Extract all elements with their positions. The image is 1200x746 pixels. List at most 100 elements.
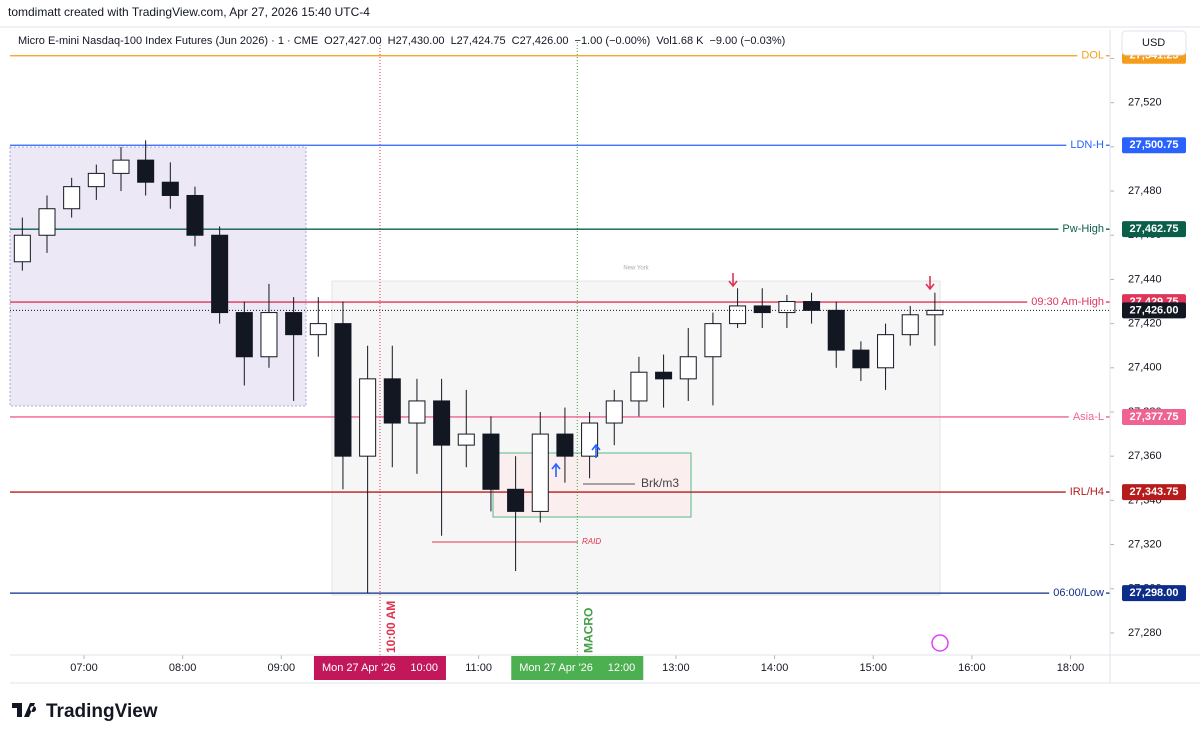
london-box xyxy=(9,146,307,407)
candle-body xyxy=(531,433,549,512)
level-name-bg xyxy=(1027,295,1106,310)
time-tag-date: Mon 27 Apr '26 xyxy=(519,662,593,674)
x-tick-label: 07:00 xyxy=(70,662,98,674)
candle-body xyxy=(852,349,870,369)
price-tag-label: 27,462.75 xyxy=(1130,223,1179,235)
candle-body xyxy=(507,488,525,512)
level-name: 06:00/Low xyxy=(1053,587,1104,599)
price-tag-label: 27,377.75 xyxy=(1130,411,1179,423)
legend-item: L27,424.75 xyxy=(451,35,506,47)
logo-mark xyxy=(12,703,37,717)
candle-body xyxy=(729,305,747,325)
currency-button[interactable] xyxy=(1121,30,1187,56)
candle-body xyxy=(926,309,944,316)
y-tick-label: 27,320 xyxy=(1128,538,1162,550)
candle-body xyxy=(260,312,278,358)
candle-body xyxy=(211,234,229,314)
event-icon[interactable] xyxy=(931,634,949,652)
price-tag-label: 27,298.00 xyxy=(1130,587,1179,599)
breaker-label: Brk/m3 xyxy=(641,476,679,490)
level-name-bg xyxy=(1068,409,1106,424)
legend-item: C27,426.00 xyxy=(512,35,569,47)
candle-body xyxy=(901,314,919,336)
x-tick-label: 13:00 xyxy=(662,662,690,674)
candle-body xyxy=(112,159,130,174)
marker-label: MACRO xyxy=(581,608,595,653)
price-tag xyxy=(1122,484,1186,501)
legend-item: Vol1.68 K xyxy=(656,35,704,47)
candle-body xyxy=(877,334,895,369)
y-tick-label: 27,280 xyxy=(1128,627,1162,639)
candle-body xyxy=(137,159,155,183)
legend-item: Micro E-mini Nasdaq-100 Index Futures (J… xyxy=(18,35,318,47)
level-name-bg xyxy=(1058,222,1106,237)
arrows xyxy=(551,273,935,477)
level-name-bg xyxy=(1049,586,1106,601)
price-tag xyxy=(1122,585,1186,602)
time-tag-date: Mon 27 Apr '26 xyxy=(322,662,396,674)
candle-body xyxy=(161,181,179,196)
level-name-bg xyxy=(1077,48,1106,63)
time-tag xyxy=(313,656,446,680)
candle-body xyxy=(753,305,771,314)
plot-layer: 27,28027,30027,32027,34027,36027,38027,4… xyxy=(10,42,1186,680)
candle-body xyxy=(679,356,697,380)
y-tick-label: 27,400 xyxy=(1128,362,1162,374)
level-name-bg xyxy=(1066,138,1106,153)
candle-body xyxy=(186,194,204,236)
x-tick-label: 16:00 xyxy=(958,662,986,674)
level-name: Pw-High xyxy=(1062,223,1104,235)
candle-body xyxy=(457,433,475,446)
up-arrow xyxy=(591,443,601,458)
last-price-label: 27,426.00 xyxy=(1130,304,1179,316)
candle-body xyxy=(38,208,56,236)
candle-body xyxy=(704,323,722,358)
currency-label[interactable]: USD xyxy=(1142,37,1165,49)
breaker-box xyxy=(492,452,692,518)
y-tick-label: 27,480 xyxy=(1128,185,1162,197)
down-arrow xyxy=(925,276,935,291)
level-name-bg xyxy=(1065,485,1106,500)
candle-body xyxy=(63,186,81,210)
level-name: IRL/H4 xyxy=(1070,486,1104,498)
candle-body xyxy=(803,301,821,311)
price-tag-label: 27,500.75 xyxy=(1130,139,1179,151)
x-tick-label: 14:00 xyxy=(761,662,789,674)
legend: Micro E-mini Nasdaq-100 Index Futures (J… xyxy=(18,35,785,47)
candle-body xyxy=(630,371,648,402)
candle-body xyxy=(359,378,377,457)
candle-body xyxy=(778,301,796,314)
time-tag-time: 10:00 xyxy=(410,662,438,674)
candle-body xyxy=(433,400,451,446)
legend-item: O27,427.00 xyxy=(324,35,382,47)
marker-label: 10:00 AM xyxy=(384,601,398,653)
candle-body xyxy=(87,172,105,188)
candle-body xyxy=(655,371,673,380)
level-name: DOL xyxy=(1081,50,1104,62)
new-york-box xyxy=(331,280,941,596)
new-york-label: New York xyxy=(623,266,649,272)
level-name: 09:30 Am-High xyxy=(1031,296,1104,308)
level-name: Asia-L xyxy=(1073,411,1104,423)
candle-body xyxy=(482,433,500,490)
legend-item: −9.00 (−0.03%) xyxy=(709,35,785,47)
credit: tomdimatt created with TradingView.com, … xyxy=(8,5,370,19)
candle-body xyxy=(605,400,623,424)
y-tick-label: 27,440 xyxy=(1128,273,1162,285)
x-tick-label: 09:00 xyxy=(268,662,296,674)
time-tag-time: 12:00 xyxy=(608,662,636,674)
candle-body xyxy=(383,378,401,424)
price-tag-label: 27,343.75 xyxy=(1130,486,1179,498)
candle-body xyxy=(309,323,327,336)
y-tick-label: 27,420 xyxy=(1128,318,1162,330)
header-bar xyxy=(0,0,1200,28)
logo: TradingView xyxy=(12,701,158,722)
candle-body xyxy=(334,323,352,457)
x-tick-label: 18:00 xyxy=(1057,662,1085,674)
price-tag xyxy=(1122,221,1186,238)
candle-body xyxy=(408,400,426,424)
y-tick-label: 27,360 xyxy=(1128,450,1162,462)
candle-body xyxy=(827,309,845,351)
candle-body xyxy=(13,234,31,263)
